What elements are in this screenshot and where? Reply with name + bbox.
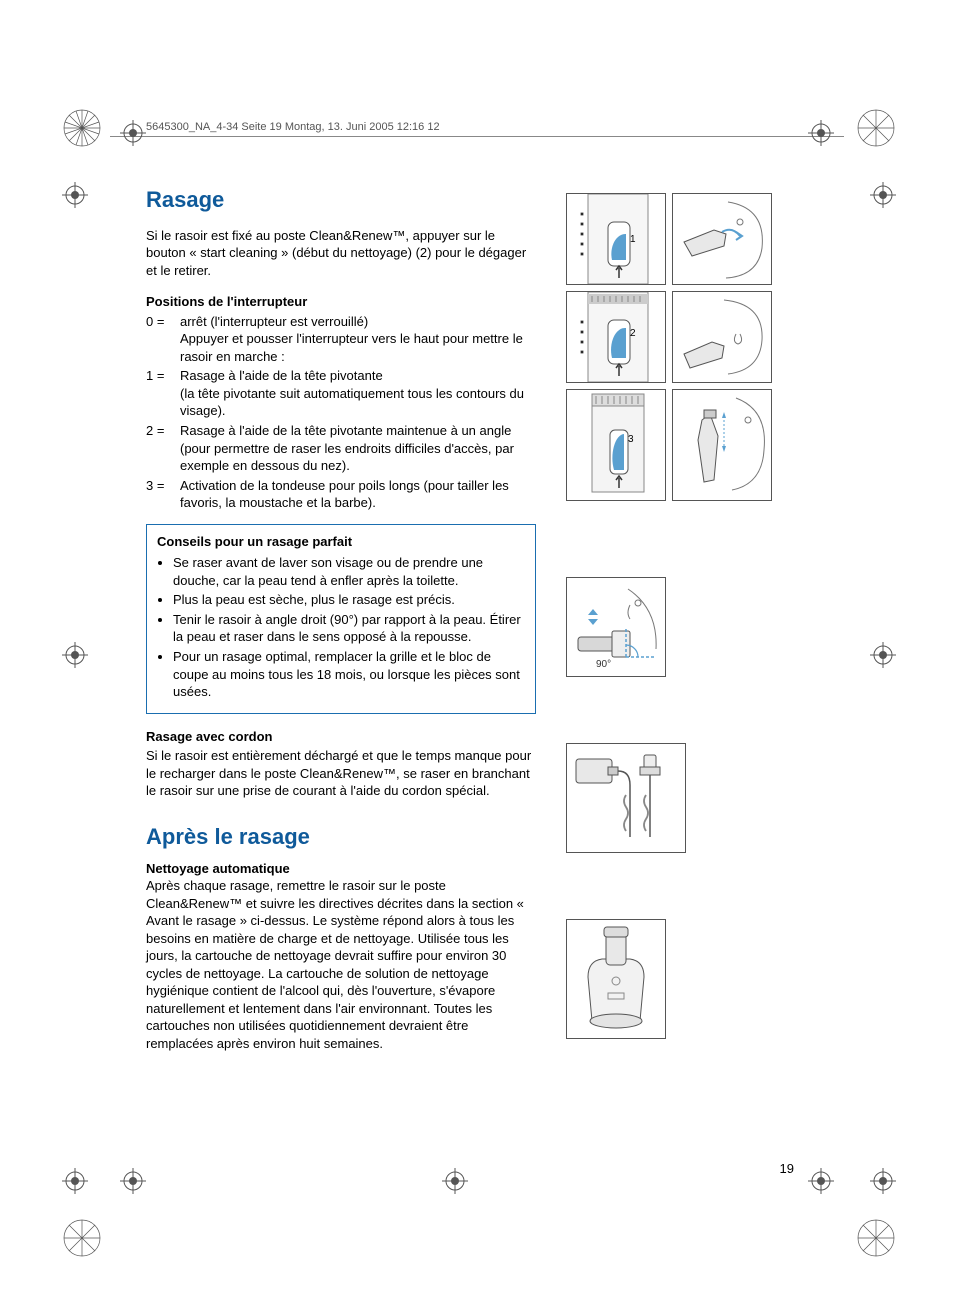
switch-value: Rasage à l'aide de la tête pivotante (la… [180,367,536,420]
auto-clean-heading: Nettoyage automatique [146,860,536,878]
face-shave-1-diagram [672,193,772,285]
section-title-rasage: Rasage [146,185,536,215]
switch-key: 0 = [146,313,180,366]
tip-item: Pour un rasage optimal, remplacer la gri… [173,648,525,701]
section-title-apres: Après le rasage [146,822,536,852]
tip-item: Tenir le rasoir à angle droit (90°) par … [173,611,525,646]
crop-mark-icon [60,106,104,150]
switch-value: Rasage à l'aide de la tête pivotante mai… [180,422,536,475]
switch-pos-2-diagram: 2 [566,291,666,383]
registration-mark-icon [868,640,898,670]
tips-list: Se raser avant de laver son visage ou de… [157,554,525,700]
registration-mark-icon [60,640,90,670]
switch-positions-heading: Positions de l'interrupteur [146,293,536,311]
page-number: 19 [780,1160,794,1178]
registration-mark-icon [868,180,898,210]
auto-clean-text: Après chaque rasage, remettre le rasoir … [146,877,536,1052]
switch-key: 3 = [146,477,180,512]
cord-charging-diagram [566,743,686,853]
angle-90-diagram: 90° [566,577,666,677]
text-column: Rasage Si le rasoir est fixé au poste Cl… [146,185,536,1057]
registration-mark-icon [118,118,148,148]
svg-text:1: 1 [630,234,636,245]
crop-mark-icon [854,106,898,150]
switch-key: 2 = [146,422,180,475]
registration-mark-icon [118,1166,148,1196]
tip-item: Plus la peau est sèche, plus le rasage e… [173,591,525,609]
crop-mark-icon [60,1216,104,1260]
switch-positions-list: 0 =arrêt (l'interrupteur est verrouillé)… [146,313,536,512]
switch-diagram-grid: 1 2 3 [566,193,772,501]
registration-mark-icon [440,1166,470,1196]
intro-paragraph: Si le rasoir est fixé au poste Clean&Ren… [146,227,536,280]
switch-value: arrêt (l'interrupteur est verrouillé) Ap… [180,313,536,366]
tips-box: Conseils pour un rasage parfait Se raser… [146,524,536,714]
svg-text:3: 3 [628,434,634,445]
svg-text:2: 2 [630,328,636,339]
cord-text: Si le rasoir est entièrement déchargé et… [146,747,536,800]
face-shave-2-diagram [672,291,772,383]
print-header: 5645300_NA_4-34 Seite 19 Montag, 13. Jun… [146,120,846,135]
registration-mark-icon [60,180,90,210]
switch-pos-1-diagram: 1 [566,193,666,285]
registration-mark-icon [806,1166,836,1196]
trimmer-use-diagram [672,389,772,501]
tip-item: Se raser avant de laver son visage ou de… [173,554,525,589]
registration-mark-icon [60,1166,90,1196]
svg-text:90°: 90° [596,659,611,670]
tips-heading: Conseils pour un rasage parfait [157,533,525,551]
switch-key: 1 = [146,367,180,420]
cord-heading: Rasage avec cordon [146,728,536,746]
cleaning-station-diagram [566,919,666,1039]
registration-mark-icon [868,1166,898,1196]
switch-value: Activation de la tondeuse pour poils lon… [180,477,536,512]
switch-pos-3-diagram: 3 [566,389,666,501]
diagram-column: 1 2 3 90° [566,185,796,1057]
crop-mark-icon [854,1216,898,1260]
